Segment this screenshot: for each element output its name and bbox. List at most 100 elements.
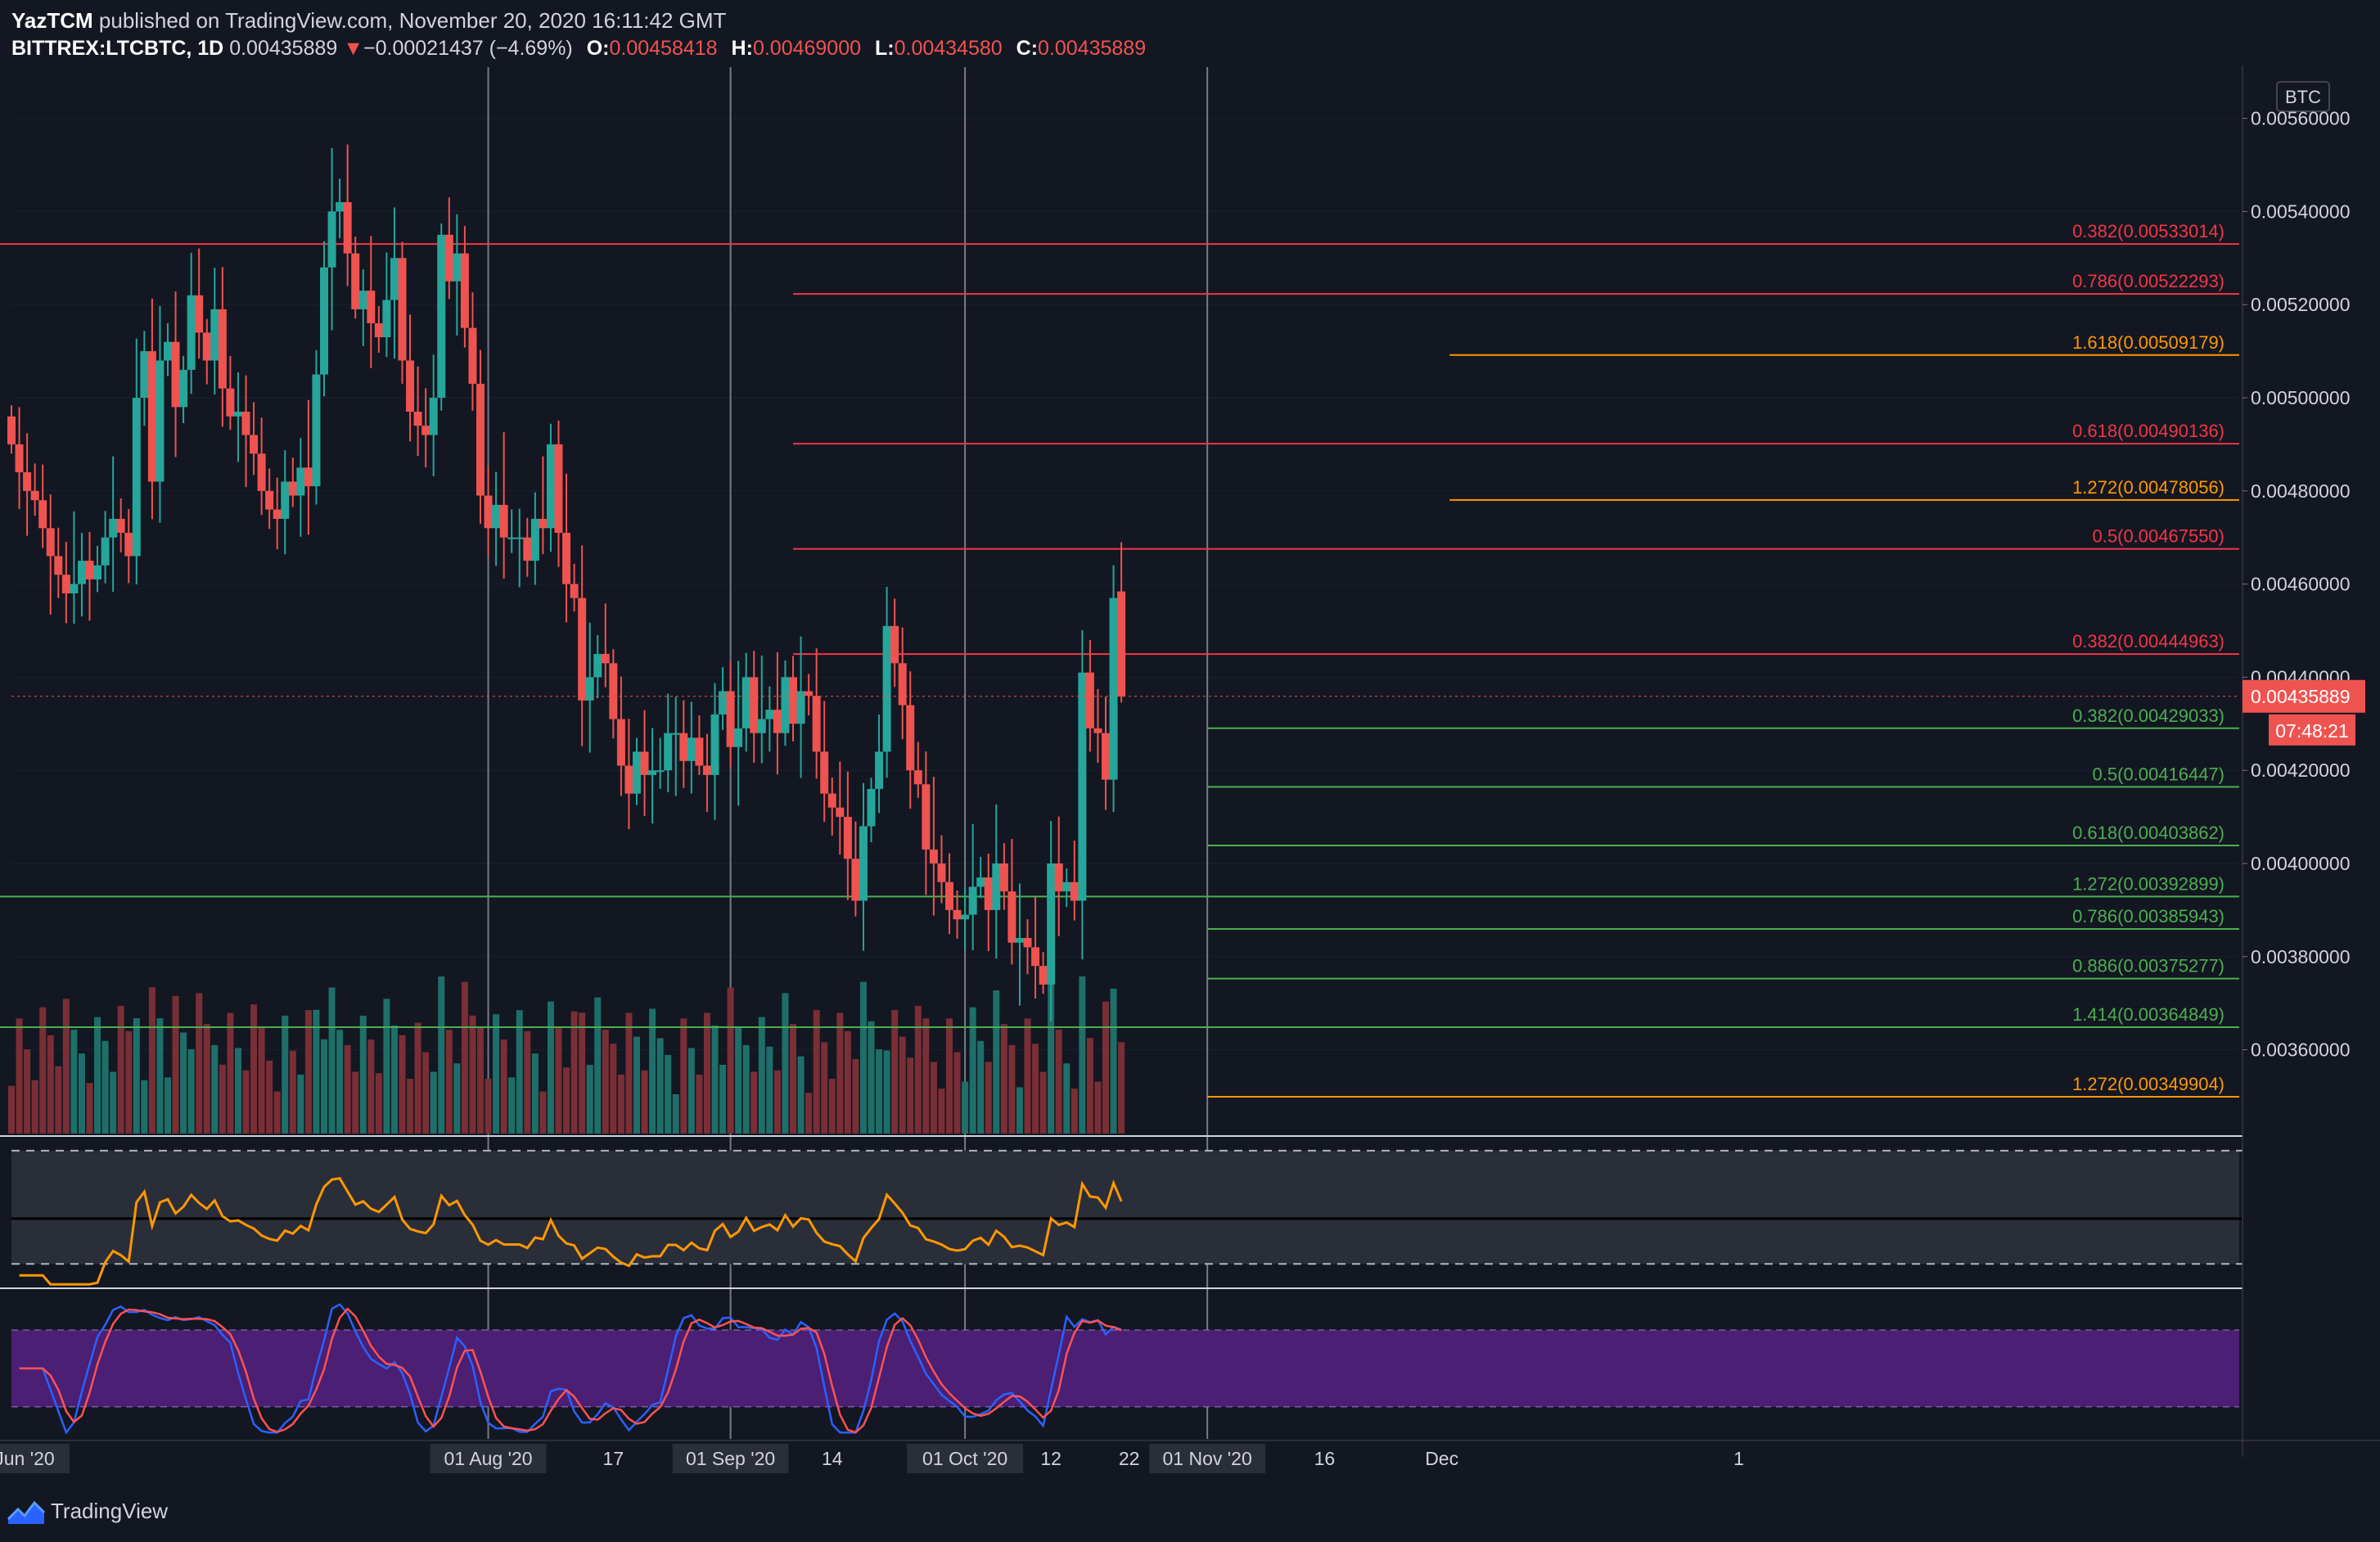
- symbol-label[interactable]: BITTREX:LTCBTC, 1D: [11, 37, 224, 60]
- candle-body[interactable]: [507, 537, 516, 539]
- candle-body[interactable]: [585, 677, 594, 701]
- candle-body[interactable]: [781, 677, 790, 733]
- candle-body[interactable]: [273, 509, 282, 519]
- candle-body[interactable]: [23, 472, 32, 491]
- candle-body[interactable]: [124, 532, 133, 557]
- candle-body[interactable]: [101, 537, 110, 566]
- candle-body[interactable]: [640, 751, 649, 775]
- candle-body[interactable]: [1039, 966, 1048, 985]
- candle-body[interactable]: [61, 575, 70, 593]
- candle-body[interactable]: [499, 504, 508, 538]
- candle-body[interactable]: [140, 351, 149, 398]
- candle-body[interactable]: [578, 597, 587, 701]
- time-tick-label[interactable]: Dec: [1425, 1448, 1458, 1469]
- candle-body[interactable]: [382, 300, 391, 338]
- candle-body[interactable]: [922, 784, 931, 850]
- candle-body[interactable]: [15, 444, 24, 473]
- candle-body[interactable]: [444, 234, 453, 282]
- candle-body[interactable]: [429, 397, 438, 435]
- candle-body[interactable]: [671, 733, 680, 735]
- candle-body[interactable]: [218, 309, 227, 389]
- candle-body[interactable]: [1070, 881, 1079, 901]
- candle-body[interactable]: [820, 751, 829, 794]
- candle-body[interactable]: [390, 258, 399, 300]
- time-tick-label[interactable]: 01 Jun '20: [0, 1448, 55, 1469]
- time-tick-label[interactable]: 01 Aug '20: [444, 1448, 533, 1469]
- candle-body[interactable]: [890, 625, 899, 664]
- candle-body[interactable]: [1102, 733, 1110, 780]
- candle-body[interactable]: [882, 625, 891, 752]
- candle-body[interactable]: [664, 733, 673, 771]
- candle-body[interactable]: [593, 653, 602, 678]
- candle-body[interactable]: [1085, 672, 1094, 728]
- candle-body[interactable]: [85, 561, 94, 579]
- candle-body[interactable]: [836, 807, 845, 818]
- candle-body[interactable]: [827, 793, 836, 808]
- candle-body[interactable]: [1023, 938, 1032, 948]
- candle-body[interactable]: [633, 751, 641, 794]
- candle-body[interactable]: [288, 481, 297, 496]
- candle-body[interactable]: [351, 253, 360, 309]
- candle-body[interactable]: [476, 383, 485, 496]
- candle-body[interactable]: [265, 490, 274, 510]
- publisher-name[interactable]: YazTCM: [11, 8, 93, 33]
- candle-body[interactable]: [789, 677, 797, 724]
- candle-body[interactable]: [358, 291, 367, 309]
- candle-body[interactable]: [1093, 728, 1102, 733]
- candle-body[interactable]: [719, 691, 728, 715]
- candle-body[interactable]: [179, 369, 188, 408]
- candle-body[interactable]: [530, 518, 539, 561]
- candle-body[interactable]: [281, 481, 290, 519]
- candle-body[interactable]: [210, 309, 219, 361]
- candle-body[interactable]: [327, 211, 336, 268]
- time-tick-label[interactable]: 01 Oct '20: [922, 1448, 1007, 1469]
- candle-body[interactable]: [1015, 938, 1024, 943]
- candle-body[interactable]: [843, 817, 852, 859]
- candle-body[interactable]: [851, 859, 860, 901]
- candle-body[interactable]: [906, 705, 915, 771]
- candle-body[interactable]: [1109, 597, 1118, 780]
- candle-body[interactable]: [296, 467, 305, 496]
- candle-body[interactable]: [805, 691, 814, 697]
- candle-body[interactable]: [1054, 863, 1063, 892]
- candle-body[interactable]: [765, 710, 774, 719]
- stoch-rsi-pane[interactable]: 100.0050.000.00: [0, 1287, 2380, 1443]
- time-tick-label[interactable]: 01 Sep '20: [686, 1448, 775, 1469]
- candle-body[interactable]: [695, 737, 704, 766]
- candle-body[interactable]: [202, 332, 211, 361]
- candle-body[interactable]: [156, 360, 165, 482]
- candle-body[interactable]: [453, 253, 462, 282]
- candle-body[interactable]: [38, 500, 47, 529]
- candle-body[interactable]: [195, 295, 204, 333]
- candle-body[interactable]: [875, 751, 884, 789]
- time-tick-label[interactable]: 01 Nov '20: [1163, 1448, 1252, 1469]
- time-tick-label[interactable]: 12: [1040, 1448, 1062, 1469]
- candle-body[interactable]: [859, 826, 868, 901]
- candle-body[interactable]: [406, 360, 415, 413]
- candle-body[interactable]: [812, 696, 821, 752]
- candle-body[interactable]: [1062, 881, 1071, 892]
- candle-body[interactable]: [539, 518, 548, 529]
- candle-body[interactable]: [968, 886, 977, 915]
- candle-body[interactable]: [601, 653, 610, 664]
- candlesticks[interactable]: [7, 144, 1126, 1021]
- stoch-d-line[interactable]: [19, 1307, 1122, 1434]
- candle-body[interactable]: [257, 453, 266, 491]
- candle-body[interactable]: [867, 788, 876, 827]
- candle-body[interactable]: [562, 532, 571, 584]
- candle-body[interactable]: [710, 714, 719, 775]
- candle-body[interactable]: [570, 584, 579, 598]
- candle-body[interactable]: [1078, 672, 1087, 901]
- time-tick-label[interactable]: 16: [1314, 1448, 1336, 1469]
- currency-badge-box[interactable]: [2276, 81, 2330, 112]
- candle-body[interactable]: [999, 863, 1008, 892]
- candle-body[interactable]: [1007, 891, 1016, 943]
- candle-body[interactable]: [233, 412, 242, 417]
- candle-body[interactable]: [750, 677, 759, 733]
- candle-body[interactable]: [679, 733, 688, 761]
- candle-body[interactable]: [46, 528, 55, 557]
- time-tick-label[interactable]: 14: [822, 1448, 843, 1469]
- candle-body[interactable]: [304, 467, 313, 487]
